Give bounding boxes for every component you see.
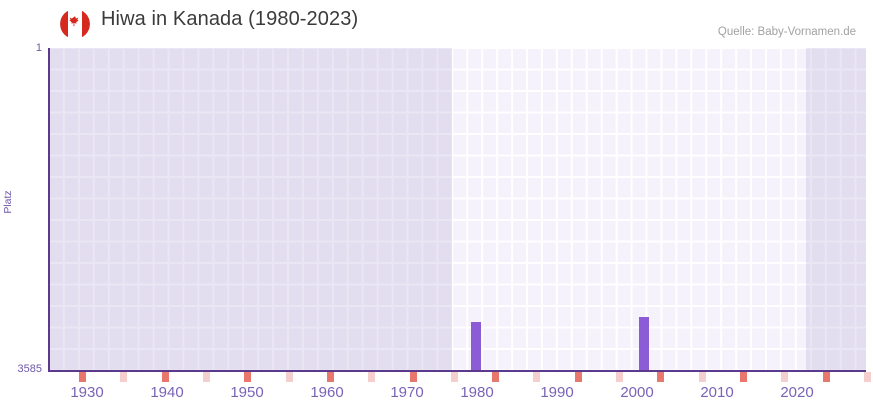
x-tick-label-1980: 1980 <box>460 384 494 401</box>
y-axis-group: 1 3585 Platz <box>2 0 48 412</box>
x-tick-minor-1955 <box>285 372 293 382</box>
x-tick-label-2020: 2020 <box>780 384 814 401</box>
x-tick-label-2000: 2000 <box>620 384 654 401</box>
x-tick-major-1970 <box>409 372 417 382</box>
x-tick-major-2020 <box>822 372 830 382</box>
x-tick-label-1990: 1990 <box>540 384 574 401</box>
x-tick-minor-1985 <box>533 372 541 382</box>
x-tick-label-1950: 1950 <box>230 384 264 401</box>
x-tick-minor-1945 <box>202 372 210 382</box>
x-tick-major-1930 <box>79 372 87 382</box>
x-axis-line <box>48 370 866 372</box>
x-tick-label-2010: 2010 <box>700 384 734 401</box>
plot-area <box>49 48 866 371</box>
x-tick-minor-1965 <box>368 372 376 382</box>
y-axis-line <box>48 48 50 372</box>
x-tick-major-2000 <box>657 372 665 382</box>
x-tick-minor-1975 <box>450 372 458 382</box>
y-tick-label-top: 1 <box>35 42 42 54</box>
x-tick-label-1930: 1930 <box>70 384 104 401</box>
shaded-region-right <box>806 48 866 371</box>
x-tick-major-2010 <box>740 372 748 382</box>
grid-lines <box>49 48 866 371</box>
x-tick-minor-2005 <box>698 372 706 382</box>
chart-header: Hiwa in Kanada (1980-2023) Quelle: Baby-… <box>0 0 873 46</box>
y-tick-label-bottom: 3585 <box>17 363 42 375</box>
x-tick-major-1990 <box>574 372 582 382</box>
bar-2002[interactable] <box>639 317 649 371</box>
shaded-region-left <box>49 48 452 371</box>
y-axis-title: Platz <box>2 190 14 214</box>
x-tick-label-1940: 1940 <box>150 384 184 401</box>
chart-title: Hiwa in Kanada (1980-2023) <box>101 8 359 30</box>
x-tick-major-1980 <box>492 372 500 382</box>
x-tick-label-1970: 1970 <box>390 384 424 401</box>
x-tick-major-1950 <box>244 372 252 382</box>
x-tick-label-1960: 1960 <box>310 384 344 401</box>
bar-1980[interactable] <box>471 322 481 371</box>
x-tick-minor-1935 <box>120 372 128 382</box>
x-tick-minor-1995 <box>616 372 624 382</box>
canada-flag-icon <box>60 9 90 39</box>
x-tick-minor-2025 <box>864 372 871 382</box>
x-tick-major-1960 <box>326 372 334 382</box>
source-note: Quelle: Baby-Vornamen.de <box>717 26 856 38</box>
x-tick-major-1940 <box>161 372 169 382</box>
x-tick-minor-2015 <box>781 372 789 382</box>
